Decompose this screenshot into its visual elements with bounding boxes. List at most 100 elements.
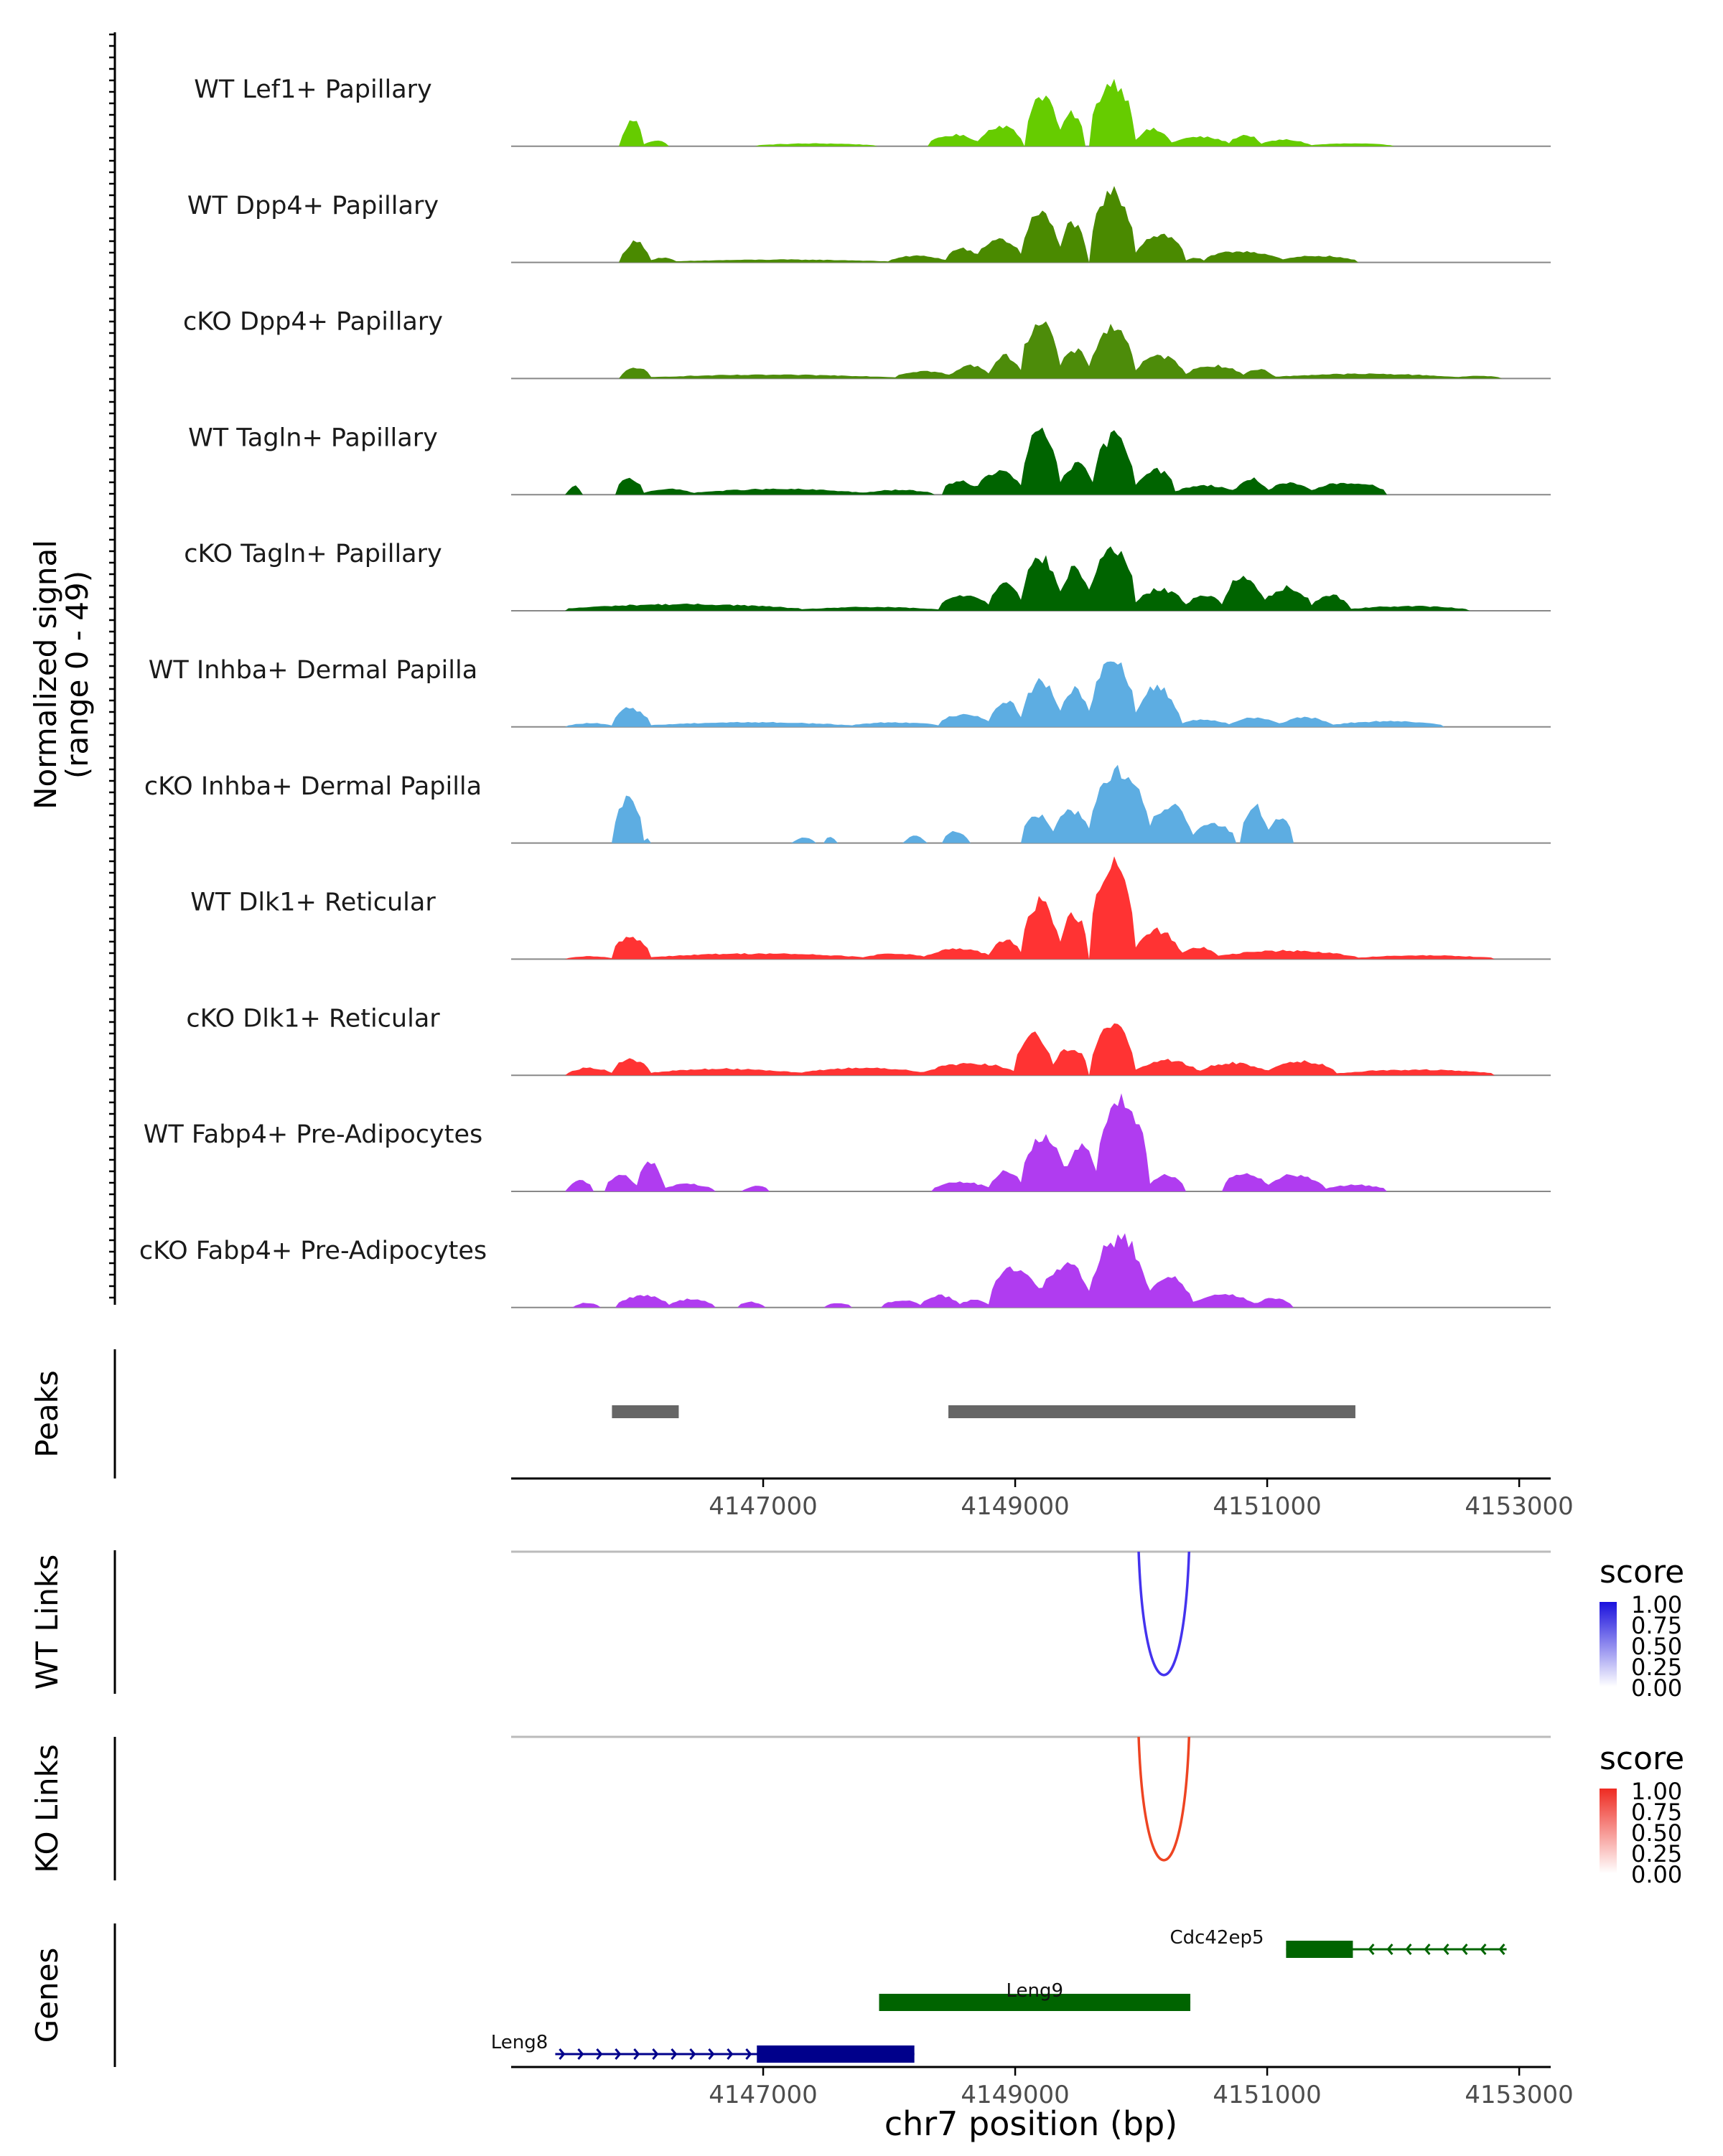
track-label: cKO Dpp4+ Papillary [183,308,443,337]
track-label: cKO Fabp4+ Pre-Adipocytes [139,1237,487,1265]
peaks-x-tick-label: 4149000 [961,1492,1069,1521]
wt-legend-colorbar [1600,1602,1617,1687]
ko-legend-value: 1.00 [1631,1778,1682,1805]
strand-arrow [1498,1944,1505,1955]
coverage-track: cKO Dpp4+ Papillary [183,308,1551,380]
x-axis-title: chr7 position (bp) [884,2104,1177,2143]
strand-arrow [689,2048,696,2060]
strand-arrow [1461,1944,1468,1955]
strand-arrow [745,2048,752,2060]
track-label: WT Inhba+ Dermal Papilla [149,656,477,685]
ko-legend-colorbar [1600,1789,1617,1873]
genes-x-tick-label: 4149000 [961,2081,1069,2109]
coverage-track: cKO Fabp4+ Pre-Adipocytes [139,1233,1551,1308]
coverage-track: cKO Tagln+ Papillary [184,540,1551,611]
track-label: cKO Tagln+ Papillary [184,540,442,568]
coverage-area [511,321,1551,379]
strand-arrow [615,2048,622,2060]
track-label: cKO Inhba+ Dermal Papilla [144,772,482,801]
gene-body [1286,1941,1353,1958]
gene-model: Leng9 [879,1980,1191,2011]
ko-legend-value: 0.25 [1631,1840,1682,1867]
ko-legend-value: 0.00 [1631,1861,1682,1888]
peaks-track-label: Peaks [29,1370,65,1458]
wt-links-label: WT Links [29,1555,65,1689]
track-label: cKO Dlk1+ Reticular [186,1004,440,1033]
ko-legend-value: 0.75 [1631,1799,1682,1826]
track-label: WT Fabp4+ Pre-Adipocytes [144,1120,482,1149]
strand-arrow [596,2048,603,2060]
coverage-track: cKO Dlk1+ Reticular [186,1004,1551,1077]
strand-arrow [1368,1944,1375,1955]
wt-legend-value: 1.00 [1631,1591,1682,1618]
peaks-x-tick-label: 4147000 [709,1492,817,1521]
coverage-area [511,1233,1551,1308]
wt-legend-value: 0.25 [1631,1654,1682,1681]
strand-arrow [671,2048,678,2060]
coverage-area [511,856,1551,960]
gene-model: Cdc42ep5 [1169,1927,1507,1958]
link-arc [1137,1736,1191,1862]
coverage-area [511,427,1551,495]
strand-arrow [727,2048,734,2060]
genes-track-label: Genes [29,1948,65,2043]
coverage-track: WT Lef1+ Papillary [194,75,1551,147]
wt-score-legend: score 1.00 0.75 0.50 0.25 0.00 [1600,1554,1684,1702]
strand-arrow [559,2048,566,2060]
coverage-track: cKO Inhba+ Dermal Papilla [144,764,1551,844]
track-label: WT Lef1+ Papillary [194,75,432,104]
coverage-track: WT Dpp4+ Papillary [187,186,1551,263]
gene-body [757,2045,915,2063]
peak-region [612,1405,679,1418]
strand-arrow [633,2048,640,2060]
signal-y-label-range: (range 0 - 49) [60,571,95,779]
links-section: WT Links KO Links score 1.00 0.75 0.50 0… [29,1550,1684,1888]
strand-arrow [1386,1944,1393,1955]
gene-name: Leng9 [1006,1980,1063,2002]
strand-arrow [1480,1944,1487,1955]
coverage-area [511,78,1551,146]
link-arc [1137,1551,1191,1677]
genes-x-tick-label: 4151000 [1213,2081,1321,2109]
genes-x-tick-label: 4153000 [1465,2081,1573,2109]
peak-region [948,1405,1355,1418]
wt-legend-value: 0.00 [1631,1674,1682,1702]
genes-x-tick-label: 4147000 [709,2081,817,2109]
peaks-x-tick-label: 4151000 [1213,1492,1321,1521]
coverage-area [511,764,1551,843]
peaks-section: Peaks 4147000 4149000 4151000 4153000 [29,1349,1574,1521]
track-label: WT Dlk1+ Reticular [190,889,436,917]
gene-name: Leng8 [491,2032,548,2053]
coverage-area [511,546,1551,611]
coverage-area [511,1093,1551,1191]
link-arcs [511,1550,1551,1862]
coverage-section: Normalized signal (range 0 - 49) WT Lef1… [28,32,1551,1308]
peaks-x-axis: 4147000 4149000 4151000 4153000 [709,1478,1574,1521]
track-label: WT Tagln+ Papillary [188,423,438,452]
coverage-track: WT Tagln+ Papillary [188,423,1551,496]
strand-arrow [1442,1944,1449,1955]
coverage-area [511,186,1551,263]
gene-name: Cdc42ep5 [1169,1927,1264,1949]
strand-arrow [708,2048,715,2060]
strand-arrow [577,2048,584,2060]
peak-regions [612,1405,1355,1418]
signal-y-ticks [109,33,115,1299]
coverage-track: WT Inhba+ Dermal Papilla [149,656,1551,728]
signal-y-label: Normalized signal [28,540,63,810]
coverage-area [511,1023,1551,1076]
wt-legend-value: 0.50 [1631,1633,1682,1660]
ko-legend-value: 0.50 [1631,1819,1682,1847]
coverage-area [511,661,1551,727]
coverage-track: WT Dlk1+ Reticular [190,856,1551,960]
wt-legend-value: 0.75 [1631,1612,1682,1639]
genes-section: Genes Cdc42ep5 Leng9 Leng8 4147000 4149000 4… [29,1923,1574,2143]
wt-legend-title: score [1600,1554,1684,1590]
coverage-track: WT Fabp4+ Pre-Adipocytes [144,1093,1551,1192]
peaks-x-tick-label: 4153000 [1465,1492,1573,1521]
gene-model: Leng8 [491,2032,915,2063]
coverage-tracks: WT Lef1+ Papillary WT Dpp4+ Papillary cKO … [139,75,1551,1308]
gene-body [879,1994,1191,2011]
strand-arrow [1405,1944,1412,1955]
